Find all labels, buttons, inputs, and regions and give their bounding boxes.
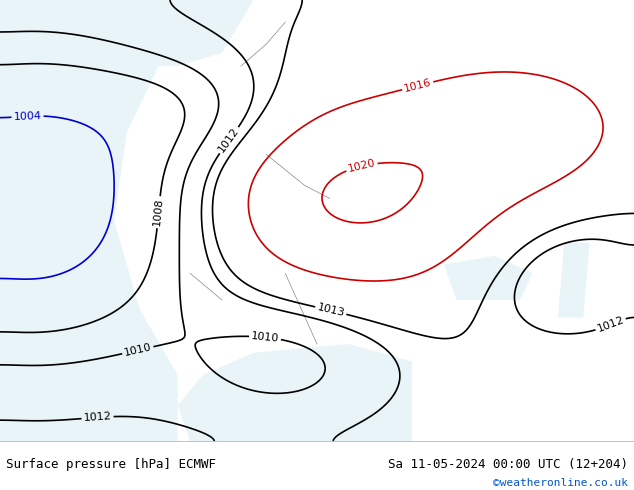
Text: 1016: 1016 xyxy=(403,77,432,94)
Text: 1004: 1004 xyxy=(13,111,42,122)
Polygon shape xyxy=(127,0,254,66)
Polygon shape xyxy=(558,243,590,318)
Text: 1012: 1012 xyxy=(596,315,626,334)
Text: 1010: 1010 xyxy=(123,342,153,358)
Text: ©weatheronline.co.uk: ©weatheronline.co.uk xyxy=(493,478,628,488)
Text: 1010: 1010 xyxy=(250,331,280,343)
Text: 1008: 1008 xyxy=(152,198,165,227)
Text: 1020: 1020 xyxy=(347,158,377,174)
Polygon shape xyxy=(444,256,533,300)
Text: Sa 11-05-2024 00:00 UTC (12+204): Sa 11-05-2024 00:00 UTC (12+204) xyxy=(387,458,628,471)
Text: 1013: 1013 xyxy=(316,302,346,318)
Text: 1012: 1012 xyxy=(83,412,112,423)
Polygon shape xyxy=(0,0,178,441)
Text: 1012: 1012 xyxy=(217,126,242,154)
Text: Surface pressure [hPa] ECMWF: Surface pressure [hPa] ECMWF xyxy=(6,458,216,471)
Polygon shape xyxy=(178,344,412,441)
